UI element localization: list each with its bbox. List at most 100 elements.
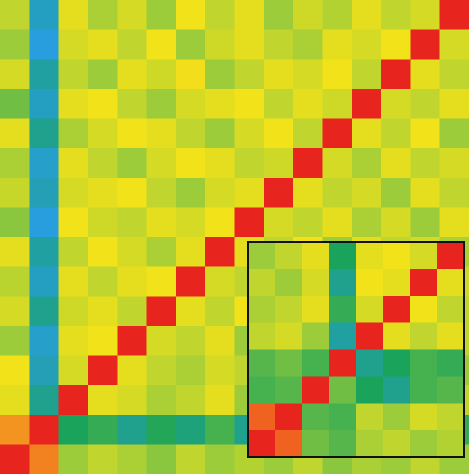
heatmap-cell — [275, 268, 303, 297]
heatmap-cell — [87, 88, 118, 119]
heatmap-cell — [117, 414, 148, 445]
heatmap-cell — [351, 148, 382, 179]
heatmap-cell — [205, 414, 235, 445]
heatmap-cell — [58, 444, 89, 474]
heatmap-cell — [117, 296, 148, 327]
heatmap-cell — [293, 0, 323, 31]
heatmap-cell — [117, 88, 148, 119]
heatmap-cell — [275, 295, 303, 324]
heatmap-cell — [356, 403, 384, 431]
heatmap-cell — [87, 0, 118, 31]
heatmap-cell — [29, 88, 60, 119]
heatmap-cell — [248, 295, 276, 324]
heatmap-cell — [381, 148, 411, 179]
heatmap-cell — [322, 118, 353, 149]
heatmap-cell — [58, 325, 89, 356]
inset-border — [247, 241, 465, 458]
heatmap-cell — [410, 349, 438, 377]
heatmap-cell — [58, 414, 89, 445]
heatmap-cell — [58, 59, 89, 90]
heatmap-cell — [275, 242, 303, 270]
heatmap-cell — [234, 88, 265, 119]
heatmap-cell — [29, 207, 60, 238]
heatmap-cell — [87, 237, 118, 268]
heatmap-cell — [117, 385, 148, 416]
heatmap-cell — [175, 88, 206, 119]
heatmap-cell — [29, 177, 60, 208]
heatmap-cell — [293, 88, 323, 119]
heatmap-cell — [205, 237, 235, 268]
heatmap-cell — [58, 177, 89, 208]
heatmap-cell — [205, 325, 235, 356]
heatmap-cell — [437, 242, 465, 270]
heatmap-cell — [410, 322, 438, 350]
heatmap-cell — [205, 148, 235, 179]
heatmap-cell — [58, 296, 89, 327]
heatmap-cell — [322, 177, 353, 208]
heatmap-cell — [410, 403, 438, 431]
heatmap-cell — [275, 376, 303, 404]
heatmap-cell — [437, 268, 465, 297]
heatmap-cell — [0, 0, 30, 31]
heatmap-cell — [146, 88, 177, 119]
heatmap-cell — [0, 177, 30, 208]
heatmap-cell — [0, 88, 30, 119]
heatmap-cell — [263, 177, 294, 208]
heatmap-cell — [58, 0, 89, 31]
heatmap-cell — [383, 403, 411, 431]
heatmap-cell — [205, 88, 235, 119]
heatmap-cell — [356, 295, 384, 324]
heatmap-cell — [293, 207, 323, 238]
heatmap-cell — [329, 295, 357, 324]
heatmap-cell — [146, 266, 177, 297]
heatmap-cell — [351, 59, 382, 90]
heatmap-cell — [0, 207, 30, 238]
heatmap-cell — [175, 385, 206, 416]
heatmap-cell — [439, 0, 469, 31]
heatmap-cell — [205, 355, 235, 386]
heatmap-cell — [234, 29, 265, 60]
heatmap-cell — [146, 207, 177, 238]
heatmap-cell — [87, 148, 118, 179]
heatmap-cell — [383, 376, 411, 404]
heatmap-cell — [263, 88, 294, 119]
heatmap-cell — [87, 59, 118, 90]
heatmap-cell — [175, 59, 206, 90]
heatmap-cell — [175, 355, 206, 386]
heatmap-cell — [29, 29, 60, 60]
heatmap-cell — [205, 118, 235, 149]
heatmap-cell — [234, 59, 265, 90]
heatmap-cell — [322, 0, 353, 31]
heatmap-cell — [117, 355, 148, 386]
heatmap-cell — [29, 148, 60, 179]
heatmap-cell — [87, 414, 118, 445]
heatmap-cell — [275, 430, 303, 458]
heatmap-cell — [0, 266, 30, 297]
heatmap-cell — [383, 322, 411, 350]
heatmap-cell — [293, 177, 323, 208]
heatmap-cell — [381, 29, 411, 60]
heatmap-cell — [439, 29, 469, 60]
heatmap-cell — [146, 414, 177, 445]
heatmap-cell — [356, 242, 384, 270]
heatmap-cell — [29, 59, 60, 90]
heatmap-cell — [0, 29, 30, 60]
heatmap-cell — [87, 177, 118, 208]
heatmap-cell — [322, 88, 353, 119]
heatmap-cell — [356, 430, 384, 458]
heatmap-cell — [87, 296, 118, 327]
heatmap-cell — [263, 0, 294, 31]
heatmap-cell — [58, 207, 89, 238]
heatmap-cell — [146, 385, 177, 416]
heatmap-cell — [146, 237, 177, 268]
heatmap-cell — [87, 207, 118, 238]
heatmap-cell — [322, 29, 353, 60]
heatmap-cell — [381, 207, 411, 238]
heatmap-cell — [383, 295, 411, 324]
heatmap-cell — [248, 403, 276, 431]
heatmap-cell — [146, 296, 177, 327]
heatmap-cell — [263, 29, 294, 60]
heatmap-cell — [175, 207, 206, 238]
heatmap-cell — [117, 266, 148, 297]
